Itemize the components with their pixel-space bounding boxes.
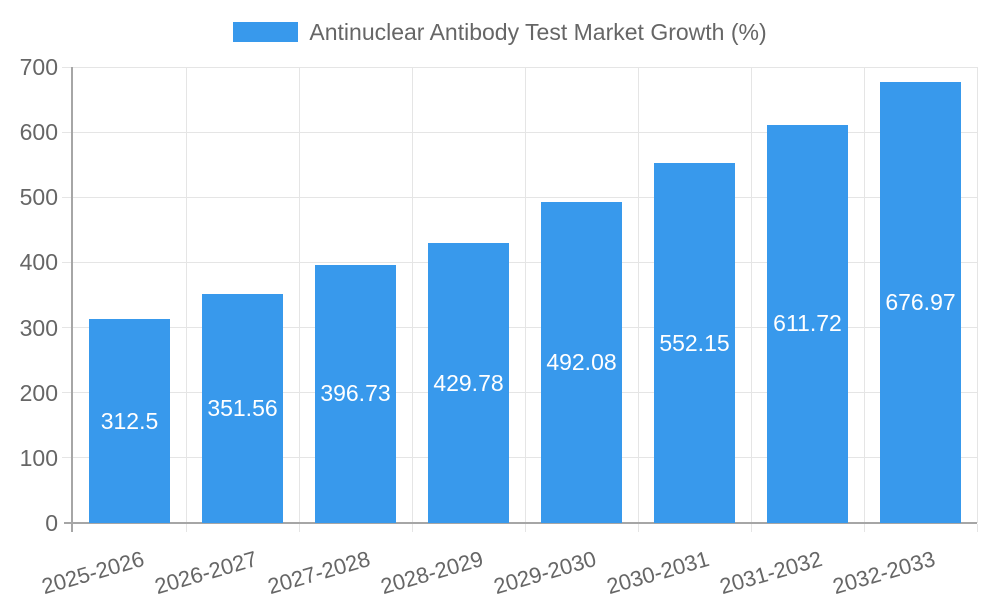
y-tick-label: 200	[19, 379, 58, 406]
plot-area: 312.5 351.56 396.73 429.78 492.08 552.15 611.7…	[62, 66, 978, 532]
x-axis-tick	[863, 524, 865, 532]
bar-2027-2028[interactable]: 396.73	[315, 264, 396, 523]
gridline-vertical	[524, 67, 526, 523]
bar-2029-2030[interactable]: 492.08	[541, 202, 622, 523]
bar-value-label: 676.97	[885, 289, 956, 315]
y-tick-label: 0	[45, 510, 58, 536]
chart-legend[interactable]: Antinuclear Antibody Test Market Growth …	[0, 12, 1000, 52]
gridline-vertical	[637, 67, 639, 523]
bar-value-label: 312.5	[100, 407, 159, 434]
bar-value-label: 492.08	[546, 349, 617, 376]
y-axis-tick	[62, 392, 71, 394]
bar-2028-2029[interactable]: 429.78	[428, 243, 509, 523]
y-tick-label: 500	[19, 184, 58, 211]
y-tick-label: 600	[19, 119, 58, 146]
gridline-vertical	[411, 67, 413, 523]
bar-2030-2031[interactable]: 552.15	[654, 163, 735, 523]
y-axis-tick	[62, 66, 71, 68]
y-axis-tick	[62, 457, 71, 459]
x-axis-tick	[185, 524, 187, 532]
bar-value-label: 611.72	[773, 310, 842, 337]
bar-2026-2027[interactable]: 351.56	[202, 293, 283, 523]
gridline-vertical	[750, 67, 752, 523]
y-tick-label: 400	[19, 249, 58, 276]
x-axis-tick	[524, 524, 526, 532]
y-axis-tick	[62, 131, 71, 133]
bar-2032-2033[interactable]: 676.97	[880, 82, 961, 523]
x-axis-tick	[637, 524, 639, 532]
y-axis-line	[71, 67, 73, 532]
y-tick-label: 100	[19, 444, 58, 471]
y-axis-tick	[62, 196, 71, 198]
bar-2031-2032[interactable]: 611.72	[767, 124, 848, 523]
y-axis-tick	[62, 327, 71, 329]
bar-2025-2026[interactable]: 312.5	[89, 319, 170, 523]
x-axis-tick	[411, 524, 413, 532]
legend-series-label: Antinuclear Antibody Test Market Growth …	[309, 18, 767, 45]
bar-value-label: 429.78	[433, 369, 504, 396]
x-axis-tick	[750, 524, 752, 532]
gridline-vertical	[185, 67, 187, 523]
gridline-vertical	[298, 67, 300, 523]
y-tick-label: 300	[19, 314, 58, 341]
x-axis-tick	[298, 524, 300, 532]
bar-value-label: 351.56	[207, 394, 278, 421]
legend-color-swatch	[233, 22, 299, 42]
x-axis-line	[64, 522, 977, 524]
bar-value-label: 396.73	[320, 380, 391, 407]
bar-value-label: 552.15	[659, 329, 730, 356]
y-tick-label: 700	[19, 54, 58, 80]
gridline-vertical	[863, 67, 865, 523]
gridline-vertical	[976, 67, 978, 523]
x-axis-tick	[976, 524, 978, 532]
y-axis-tick	[62, 261, 71, 263]
